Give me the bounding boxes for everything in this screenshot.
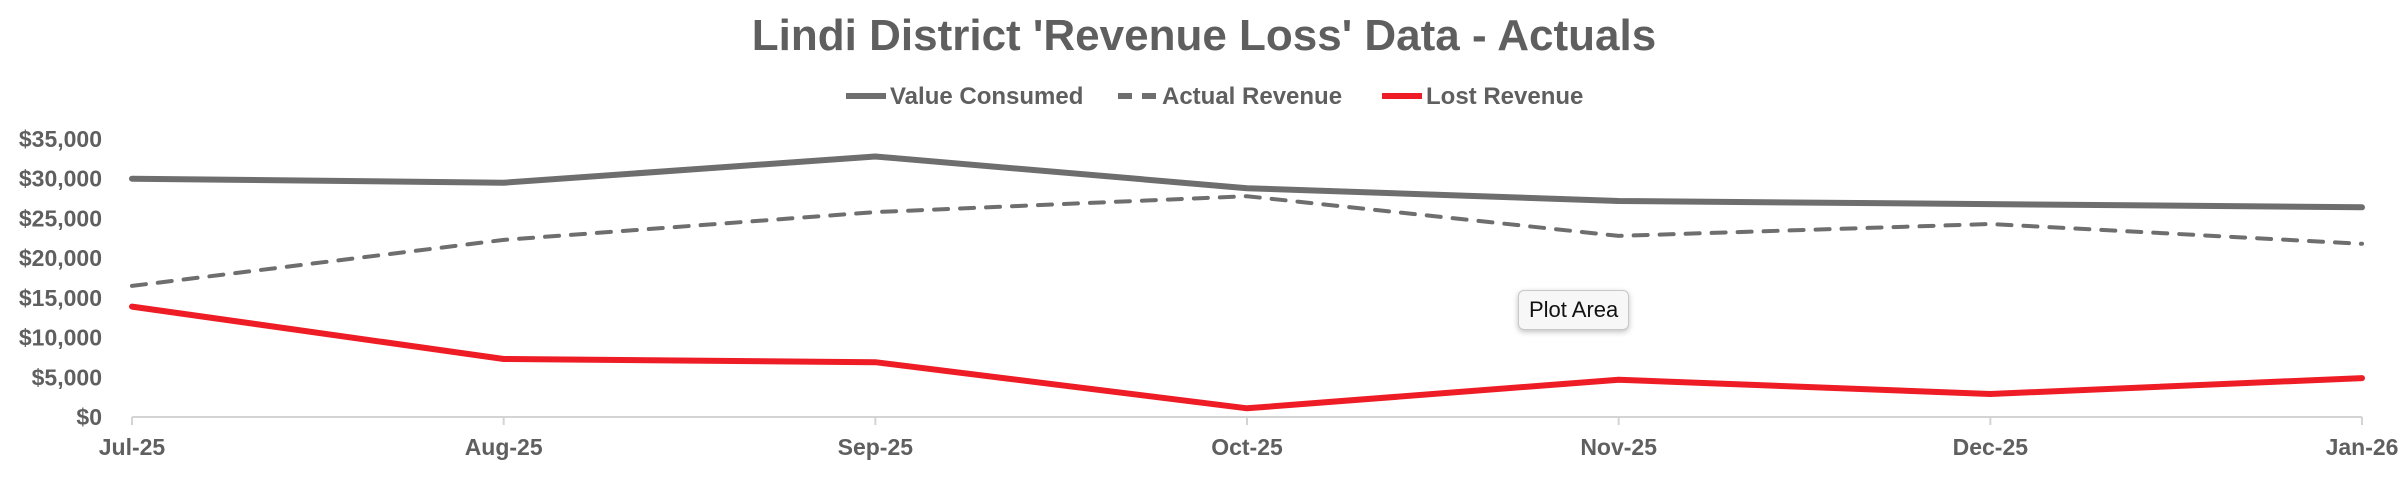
y-tick-label: $25,000 <box>19 205 102 231</box>
x-tick-label: Nov-25 <box>1580 434 1657 460</box>
x-tick-label: Oct-25 <box>1211 434 1283 460</box>
series-line-actual-revenue <box>130 194 2364 288</box>
x-tick-label: Jan-26 <box>2326 434 2399 460</box>
plot-area[interactable] <box>129 153 2365 412</box>
y-tick-label: $35,000 <box>19 126 102 152</box>
y-tick-label: $0 <box>76 404 102 430</box>
legend-label-value-consumed: Value Consumed <box>890 83 1083 110</box>
y-tick-label: $20,000 <box>19 245 102 271</box>
y-tick-label: $10,000 <box>19 325 102 351</box>
legend-item-value-consumed: Value Consumed <box>846 83 1083 110</box>
x-tick-label: Aug-25 <box>465 434 543 460</box>
legend-item-lost-revenue: Lost Revenue <box>1382 83 1583 110</box>
y-tick-label: $30,000 <box>19 166 102 192</box>
x-axis: Jul-25 Aug-25 Sep-25 Oct-25 Nov-25 Dec-25 Jan-… <box>99 416 2399 460</box>
legend-label-actual-revenue: Actual Revenue <box>1162 83 1342 110</box>
series-line-value-consumed <box>129 153 2365 211</box>
x-tick-label: Sep-25 <box>838 434 914 460</box>
x-tick-label: Dec-25 <box>1953 434 2029 460</box>
legend-label-lost-revenue: Lost Revenue <box>1426 83 1583 110</box>
y-axis: $0 $5,000 $10,000 $15,000 $20,000 $25,000 $30,… <box>19 126 102 430</box>
legend-item-actual-revenue: Actual Revenue <box>1118 83 1342 110</box>
x-tick-label: Jul-25 <box>99 434 166 460</box>
y-tick-label: $5,000 <box>32 364 102 390</box>
chart-title: Lindi District 'Revenue Loss' Data - Act… <box>752 11 1656 60</box>
series-line-lost-revenue <box>129 303 2365 412</box>
plot-area-tooltip: Plot Area <box>1518 290 1630 330</box>
y-tick-label: $15,000 <box>19 285 102 311</box>
legend: Value Consumed Actual Revenue Lost Revenue <box>846 83 1583 110</box>
